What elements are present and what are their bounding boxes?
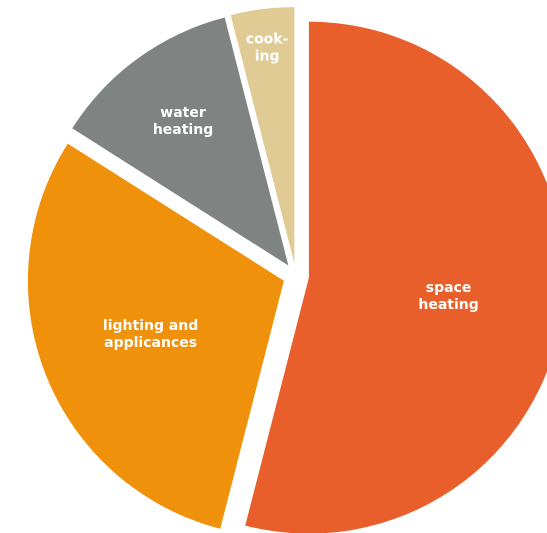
pie-slice-label-1: lighting and applicances xyxy=(103,318,198,351)
pie-slice-1 xyxy=(27,143,284,529)
pie-slice-label-0: space heating xyxy=(418,280,478,313)
pie-slice-label-3: cook-ing xyxy=(246,32,289,65)
pie-slice-3 xyxy=(230,7,295,264)
pie-slice-label-line: ing xyxy=(255,49,280,65)
pie-slice-label-2: water heating xyxy=(153,105,213,138)
pie-slice-label-line: cook- xyxy=(246,32,289,48)
pie-slice-label-line: lighting and xyxy=(103,318,198,334)
pie-slice-label-line: applicances xyxy=(104,335,197,351)
pie-slice-label-line: space xyxy=(426,280,472,296)
pie-slices xyxy=(27,7,547,533)
pie-slice-label-line: heating xyxy=(418,297,478,313)
pie-slice-label-line: water xyxy=(160,105,206,121)
pie-slice-0 xyxy=(245,21,547,533)
pie-slice-2 xyxy=(72,17,289,266)
pie-slice-label-line: heating xyxy=(153,122,213,138)
